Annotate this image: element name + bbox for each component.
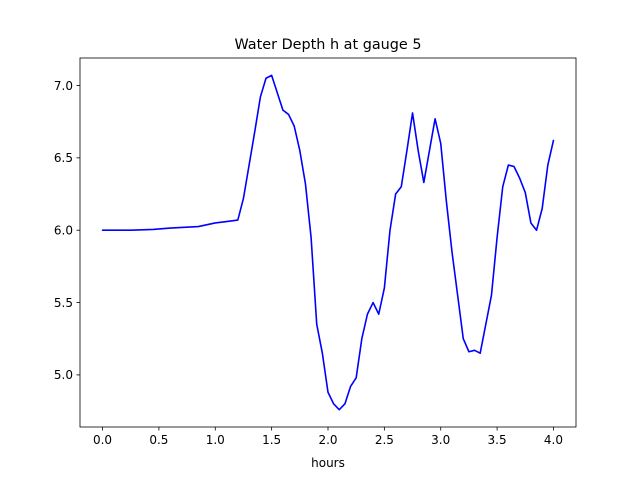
x-tick-label: 0.0 bbox=[93, 433, 112, 447]
y-tick-label: 5.0 bbox=[54, 368, 73, 382]
plot-area: 0.0 0.5 1.0 1.5 2.0 2.5 3.0 3.5 4.0 5.0 5.5 6.0 6.5 7… bbox=[54, 57, 577, 447]
x-tick-label: 2.5 bbox=[375, 433, 394, 447]
x-tick-label: 3.5 bbox=[488, 433, 507, 447]
x-tick-label: 3.0 bbox=[431, 433, 450, 447]
y-tick-label: 5.5 bbox=[54, 296, 73, 310]
series-line bbox=[101, 74, 555, 411]
x-tick-label: 2.0 bbox=[318, 433, 337, 447]
x-tick-label: 1.5 bbox=[262, 433, 281, 447]
x-axis-label: hours bbox=[311, 456, 345, 470]
x-tick-label: 1.0 bbox=[206, 433, 225, 447]
x-tick-label: 0.5 bbox=[149, 433, 168, 447]
chart-title: Water Depth h at gauge 5 bbox=[234, 37, 421, 53]
x-tick-label: 4.0 bbox=[544, 433, 563, 447]
y-tick-label: 7.0 bbox=[54, 79, 73, 93]
y-tick-label: 6.0 bbox=[54, 224, 73, 238]
y-tick-label: 6.5 bbox=[54, 151, 73, 165]
